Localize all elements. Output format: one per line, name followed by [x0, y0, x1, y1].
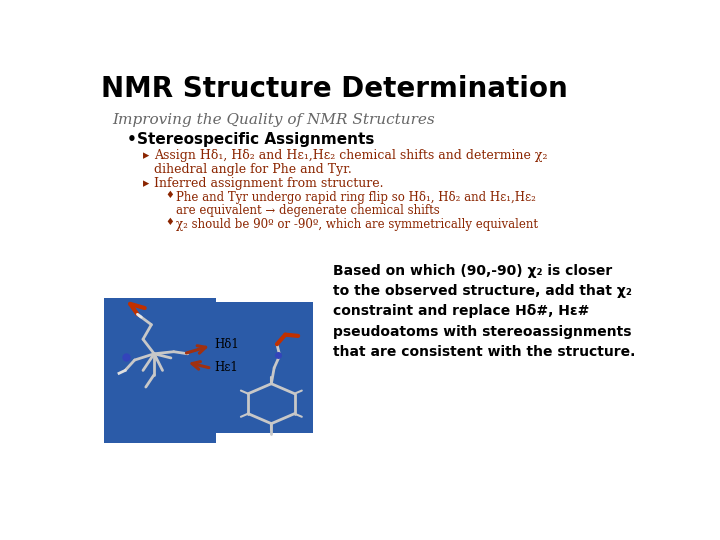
Bar — [104, 298, 215, 443]
Text: dihedral angle for Phe and Tyr.: dihedral angle for Phe and Tyr. — [154, 163, 352, 176]
Bar — [210, 302, 313, 433]
Text: ♦: ♦ — [166, 191, 174, 200]
Text: •: • — [126, 132, 136, 147]
Text: Assign Hδ₁, Hδ₂ and Hε₁,Hε₂ chemical shifts and determine χ₂: Assign Hδ₁, Hδ₂ and Hε₁,Hε₂ chemical shi… — [154, 149, 548, 162]
Text: Inferred assignment from structure.: Inferred assignment from structure. — [154, 177, 384, 190]
Text: ▸: ▸ — [143, 177, 149, 190]
Text: Stereospecific Assignments: Stereospecific Assignments — [138, 132, 375, 147]
Text: Improving the Quality of NMR Structures: Improving the Quality of NMR Structures — [112, 113, 435, 126]
Text: are equivalent → degenerate chemical shifts: are equivalent → degenerate chemical shi… — [176, 204, 440, 217]
Text: NMR Structure Determination: NMR Structure Determination — [101, 75, 568, 103]
Text: Hδ1: Hδ1 — [214, 338, 238, 350]
Text: χ₂ should be 90º or -90º, which are symmetrically equivalent: χ₂ should be 90º or -90º, which are symm… — [176, 218, 539, 231]
Text: Hε1: Hε1 — [214, 361, 238, 374]
Text: ♦: ♦ — [166, 218, 174, 227]
Text: ▸: ▸ — [143, 149, 149, 162]
Text: Based on which (90,-90) χ₂ is closer
to the observed structure, add that χ₂
cons: Based on which (90,-90) χ₂ is closer to … — [333, 265, 635, 359]
Text: Phe and Tyr undergo rapid ring flip so Hδ₁, Hδ₂ and Hε₁,Hε₂: Phe and Tyr undergo rapid ring flip so H… — [176, 191, 536, 204]
